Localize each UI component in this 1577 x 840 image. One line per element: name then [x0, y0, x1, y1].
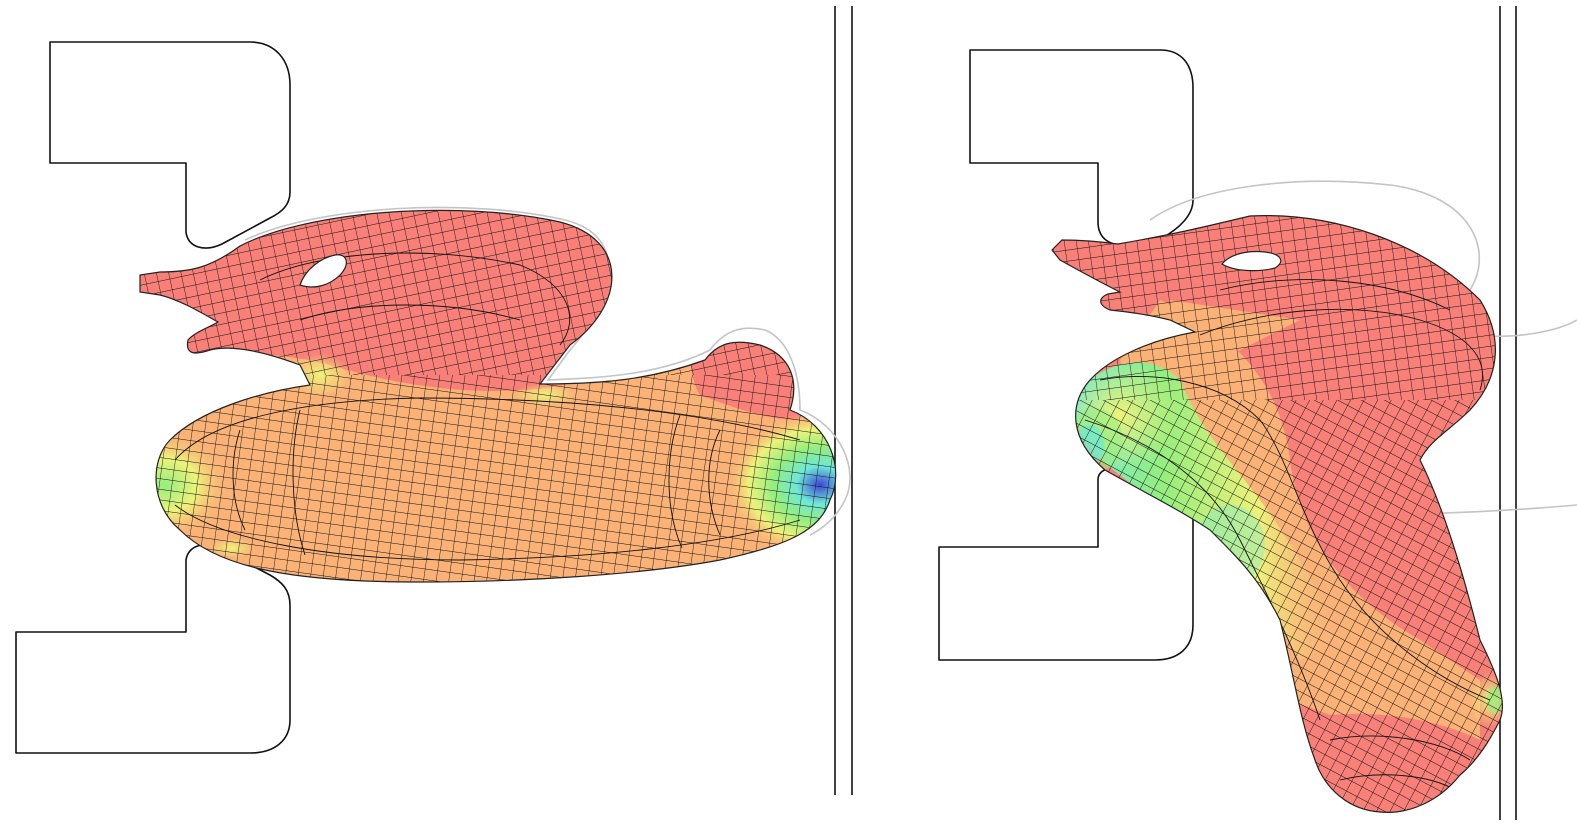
- right-undeformed-outline: [1149, 180, 1577, 338]
- left-lower-die: [15, 544, 291, 754]
- left-upper-die: [49, 41, 291, 249]
- right-panel: [938, 6, 1577, 820]
- left-panel: [15, 6, 853, 795]
- left-undeformed-outline: [244, 206, 851, 536]
- right-eye-hole: [1221, 250, 1282, 272]
- right-upper-die: [969, 49, 1194, 246]
- left-deformed-body: [139, 209, 837, 583]
- left-eye-hole: [299, 254, 347, 288]
